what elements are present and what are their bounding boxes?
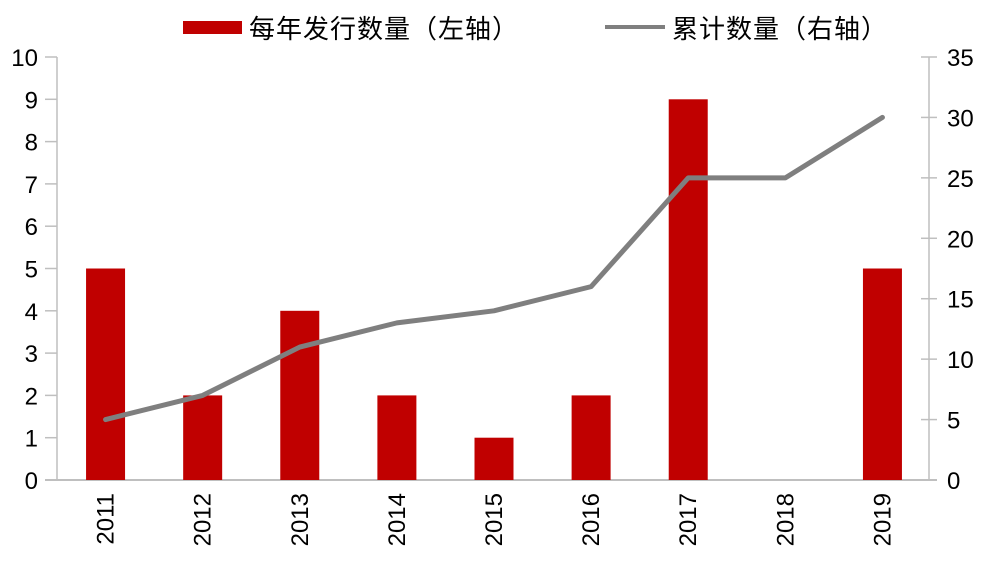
left-axis-tick-label-2: 2 <box>25 383 38 410</box>
line-series-swatch <box>605 25 665 29</box>
right-axis-tick-label-5: 5 <box>947 408 960 435</box>
right-axis-tick-label-30: 30 <box>947 105 974 132</box>
right-axis-tick-label-35: 35 <box>947 45 974 72</box>
cumulative-line <box>103 114 885 423</box>
left-axis-tick-label-9: 9 <box>25 87 38 114</box>
left-axis-tick-label-0: 0 <box>25 468 38 495</box>
right-axis-tick-label-0: 0 <box>947 468 960 495</box>
legend-item-annual-issuance: 每年发行数量（左轴） <box>183 11 520 44</box>
left-axis-tick-label-4: 4 <box>25 299 38 326</box>
x-axis-label-2016: 2016 <box>578 493 605 546</box>
left-axis-tick-label-3: 3 <box>25 341 38 368</box>
left-axis-tick-label-6: 6 <box>25 214 38 241</box>
chart-legend: 每年发行数量（左轴） 累计数量（右轴） <box>0 0 996 50</box>
x-axis-label-2015: 2015 <box>481 493 508 546</box>
left-axis-tick-label-1: 1 <box>25 426 38 453</box>
bar-2014 <box>377 395 417 480</box>
right-axis-tick-label-20: 20 <box>947 226 974 253</box>
left-axis-tick-label-10: 10 <box>11 45 38 72</box>
legend-item-cumulative: 累计数量（右轴） <box>605 11 889 44</box>
bar-series-swatch <box>183 20 242 34</box>
line-series-legend-label: 累计数量（右轴） <box>672 14 889 44</box>
right-axis-tick-label-15: 15 <box>947 287 974 314</box>
bar-2013 <box>280 310 320 480</box>
left-axis-tick-label-5: 5 <box>25 257 38 284</box>
x-axis-label-2017: 2017 <box>675 493 702 546</box>
left-axis-tick-label-8: 8 <box>25 130 38 157</box>
x-axis-label-2018: 2018 <box>772 493 799 546</box>
x-axis-label-2012: 2012 <box>190 493 217 546</box>
bar-series-legend-label: 每年发行数量（左轴） <box>249 14 520 44</box>
bar-2016 <box>571 395 611 480</box>
left-axis-tick-label-7: 7 <box>25 172 38 199</box>
bar-2011 <box>86 268 126 480</box>
x-axis-label-2014: 2014 <box>384 493 411 546</box>
bar-2019 <box>862 268 902 480</box>
bar-2012 <box>183 395 223 480</box>
right-axis-tick-label-10: 10 <box>947 347 974 374</box>
bar-2015 <box>474 437 514 480</box>
right-axis-tick-label-25: 25 <box>947 166 974 193</box>
x-axis-label-2013: 2013 <box>287 493 314 546</box>
bar-2017 <box>668 99 708 481</box>
x-axis-label-2019: 2019 <box>869 493 896 546</box>
x-axis-label-2011: 2011 <box>93 493 120 545</box>
